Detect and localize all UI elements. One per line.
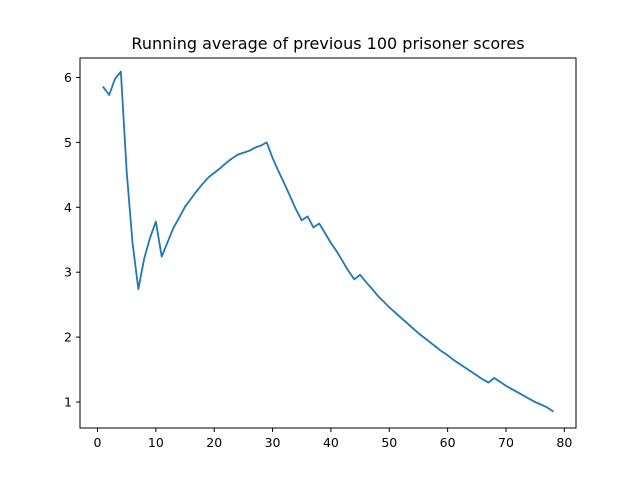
plot-area xyxy=(102,70,554,413)
y-tick-label: 6 xyxy=(64,70,72,85)
series-line xyxy=(102,70,554,413)
y-axis: 1 2 3 4 5 6 xyxy=(64,70,80,410)
axes-frame xyxy=(79,57,577,429)
x-tick-label: 50 xyxy=(381,435,397,450)
y-tick-label: 5 xyxy=(64,135,72,150)
x-tick-label: 70 xyxy=(498,435,514,450)
y-tick-label: 3 xyxy=(64,265,72,280)
y-tick-label: 1 xyxy=(64,395,72,410)
x-tick-label: 40 xyxy=(323,435,339,450)
x-tick-label: 10 xyxy=(148,435,164,450)
x-axis: 0 10 20 30 40 50 60 70 80 xyxy=(94,428,572,450)
x-tick-label: 60 xyxy=(440,435,456,450)
chart-title: Running average of previous 100 prisoner… xyxy=(131,34,524,53)
x-tick-label: 20 xyxy=(206,435,222,450)
y-tick-label: 4 xyxy=(64,200,72,215)
x-tick-label: 30 xyxy=(265,435,281,450)
y-tick-label: 2 xyxy=(64,330,72,345)
x-tick-label: 80 xyxy=(556,435,572,450)
x-tick-label: 0 xyxy=(94,435,102,450)
